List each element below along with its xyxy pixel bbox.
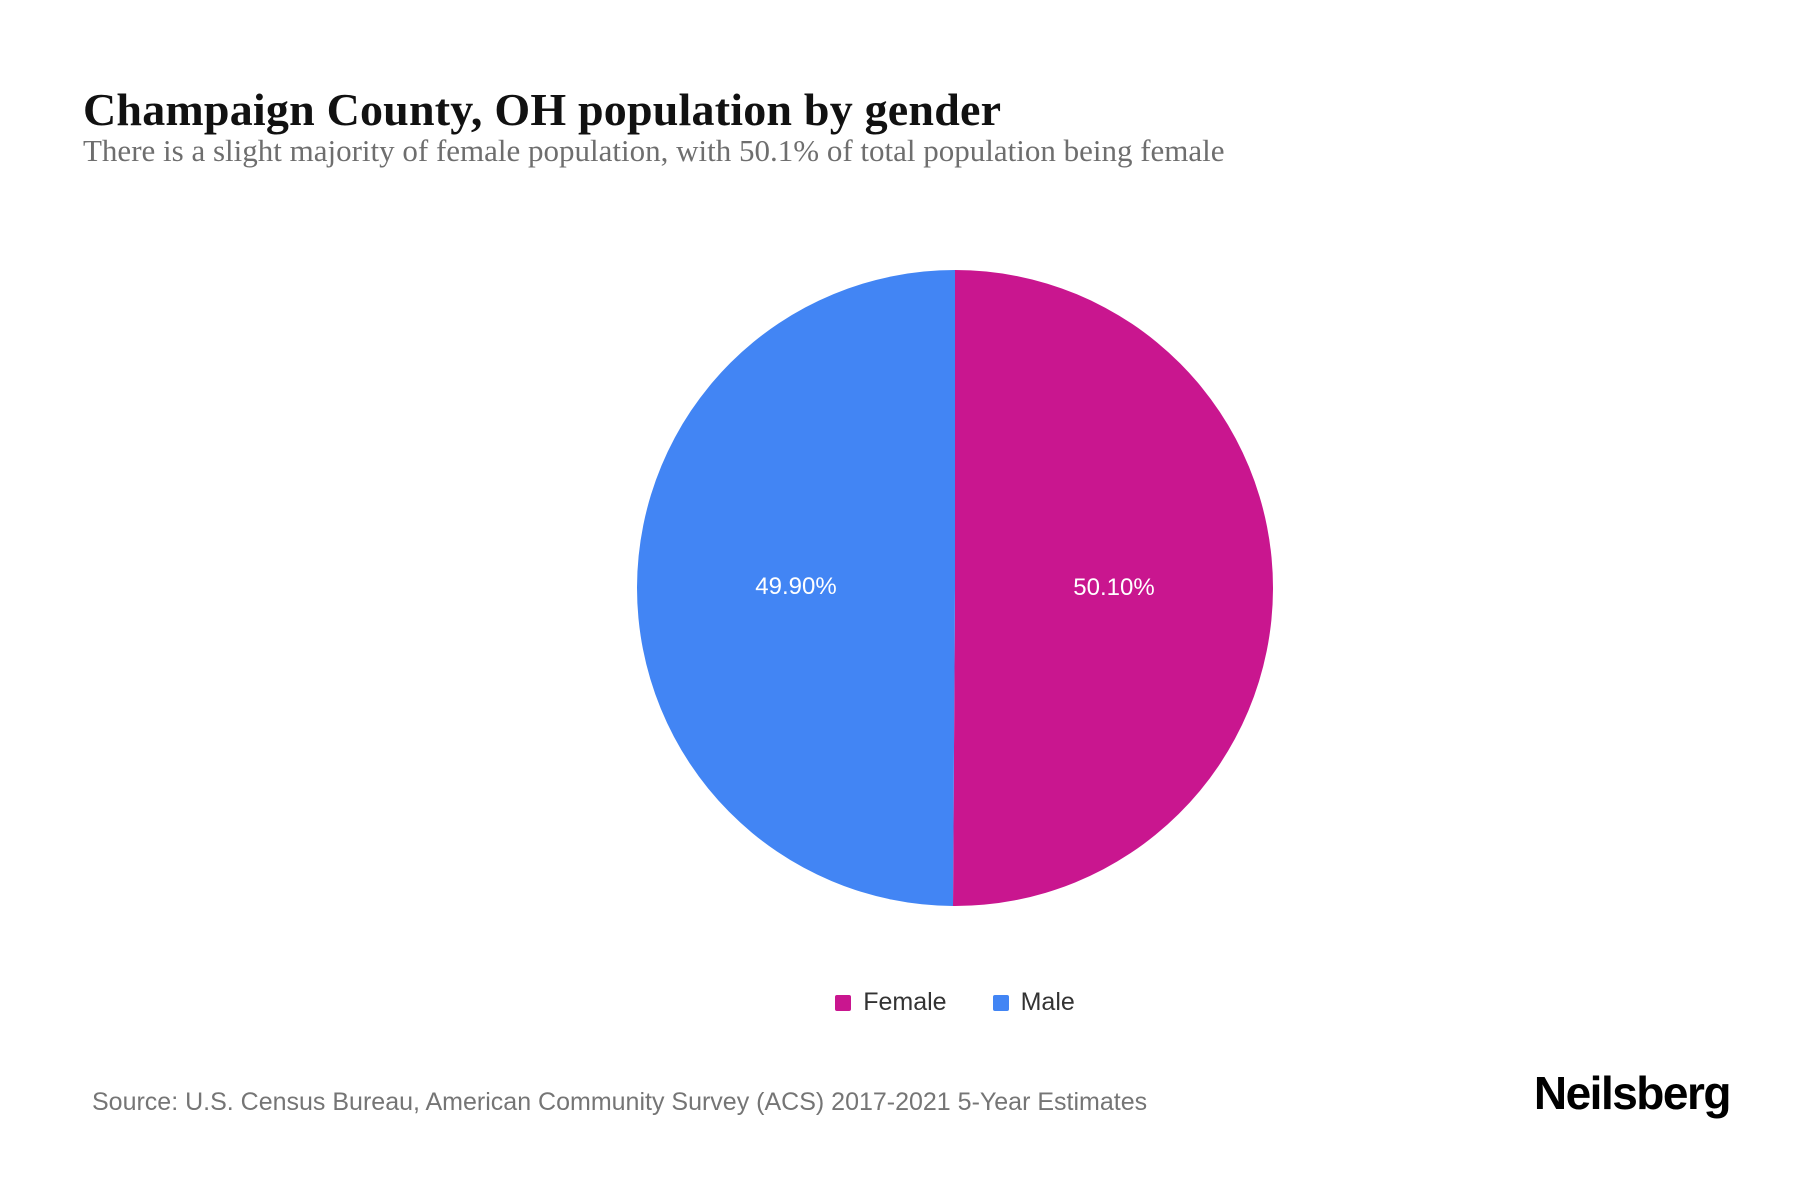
pie-slice-value-female: 50.10% [1073, 574, 1154, 601]
legend-item-female[interactable]: Female [835, 988, 947, 1017]
chart-legend: Female Male [625, 988, 1285, 1017]
chart-title: Champaign County, OH population by gende… [83, 83, 1002, 135]
pie-chart-svg: 50.10% 49.90% [637, 270, 1274, 907]
pie-slice-female[interactable] [953, 270, 1274, 907]
pie-slice-value-male: 49.90% [755, 573, 836, 600]
female-swatch-icon [835, 994, 852, 1011]
brand-logo: Neilsberg [1533, 1067, 1732, 1119]
male-swatch-icon [992, 994, 1009, 1011]
legend-label-male: Male [1020, 988, 1075, 1016]
pie-slice-male[interactable] [637, 270, 955, 906]
source-attribution: Source: U.S. Census Bureau, American Com… [92, 1088, 1148, 1116]
legend-item-male[interactable]: Male [992, 988, 1075, 1017]
legend-label-female: Female [863, 988, 947, 1016]
chart-subtitle: There is a slight majority of female pop… [83, 133, 1225, 168]
pie-chart: 50.10% 49.90% [625, 258, 1285, 918]
